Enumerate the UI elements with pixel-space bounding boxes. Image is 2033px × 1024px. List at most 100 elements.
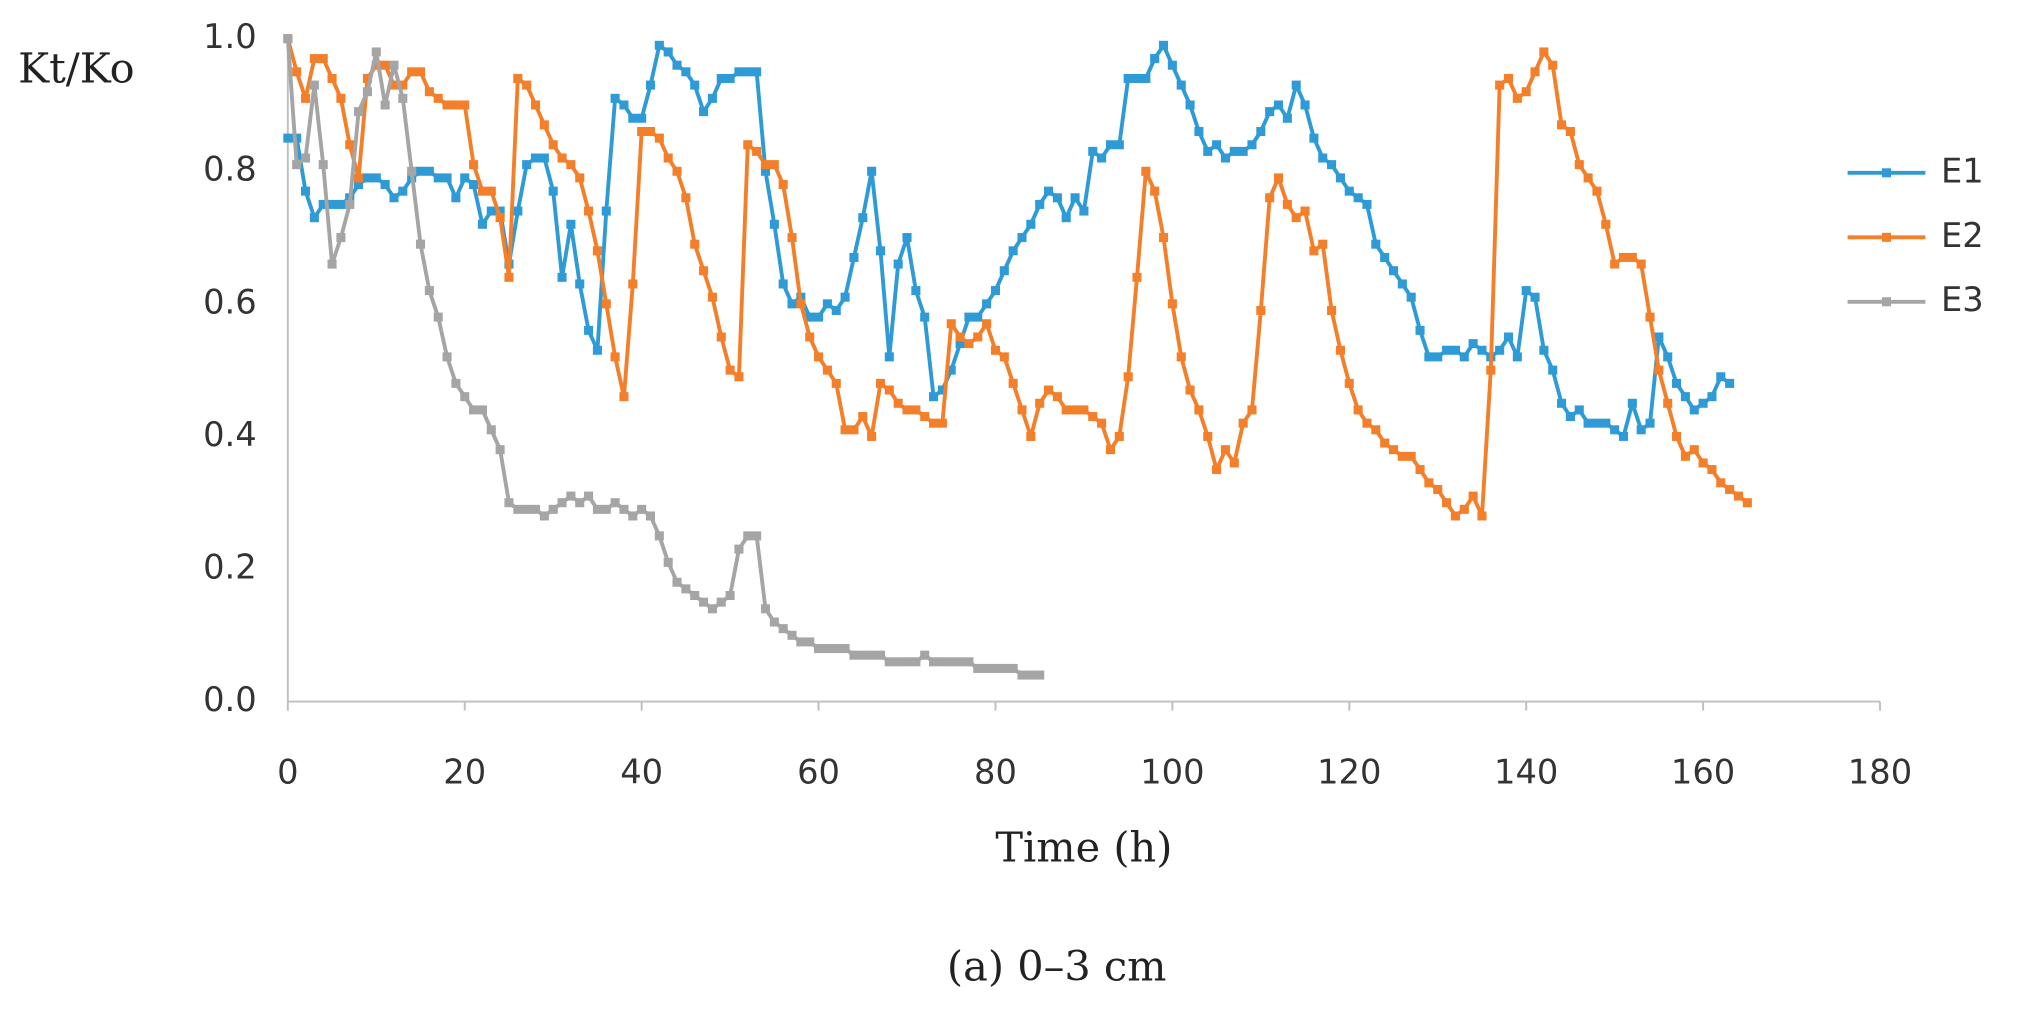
- point-marker: [424, 286, 434, 296]
- point-marker: [530, 100, 541, 110]
- point-marker: [760, 604, 771, 614]
- point-marker: [557, 153, 567, 163]
- point-marker: [389, 60, 399, 70]
- point-marker: [743, 531, 753, 541]
- y-tick-label: 0.4: [203, 415, 257, 454]
- point-marker: [637, 113, 647, 123]
- point-marker: [1442, 498, 1452, 508]
- point-marker: [743, 140, 753, 150]
- point-marker: [875, 246, 886, 256]
- point-marker: [1512, 352, 1522, 362]
- point-marker: [1061, 405, 1071, 415]
- point-marker: [1397, 451, 1407, 461]
- point-marker: [831, 305, 841, 315]
- point-marker: [796, 299, 806, 309]
- point-marker: [1477, 511, 1487, 521]
- point-marker: [699, 107, 709, 117]
- point-marker: [787, 233, 797, 243]
- point-marker: [1158, 233, 1169, 243]
- point-marker: [805, 332, 815, 342]
- point-marker: [371, 60, 381, 70]
- point-marker: [1282, 113, 1292, 123]
- point-marker: [911, 405, 921, 415]
- point-marker: [1495, 345, 1505, 355]
- x-tick-label: 180: [1848, 752, 1912, 791]
- point-marker: [1468, 339, 1478, 349]
- point-marker: [424, 166, 434, 176]
- point-marker: [336, 93, 346, 103]
- point-marker: [1309, 246, 1319, 256]
- point-marker: [1530, 67, 1540, 77]
- point-marker: [619, 504, 629, 514]
- point-marker: [309, 213, 319, 223]
- point-marker: [920, 412, 930, 422]
- point-marker: [300, 93, 311, 103]
- point-marker: [1052, 193, 1062, 203]
- point-marker: [1256, 126, 1266, 137]
- point-marker: [1176, 80, 1186, 90]
- point-marker: [1185, 385, 1195, 395]
- point-marker: [1672, 431, 1682, 441]
- point-marker: [867, 431, 877, 441]
- point-marker: [327, 73, 337, 83]
- point-marker: [1601, 219, 1611, 229]
- point-marker: [1088, 146, 1098, 156]
- point-marker: [469, 405, 479, 415]
- point-marker: [1636, 425, 1646, 435]
- point-marker: [937, 385, 947, 395]
- x-tick-label: 40: [620, 752, 663, 791]
- point-marker: [283, 133, 293, 143]
- point-marker: [875, 650, 886, 660]
- point-marker: [495, 445, 505, 455]
- point-marker: [973, 332, 983, 342]
- point-marker: [1424, 478, 1434, 488]
- point-marker: [469, 160, 479, 170]
- point-marker: [822, 644, 832, 654]
- y-tick-label: 0.8: [203, 150, 257, 189]
- point-marker: [725, 591, 735, 601]
- point-marker: [1238, 146, 1248, 156]
- point-marker: [875, 378, 886, 388]
- point-marker: [504, 272, 514, 282]
- point-marker: [849, 252, 859, 262]
- point-marker: [752, 146, 762, 156]
- point-marker: [1291, 213, 1301, 223]
- point-marker: [1380, 438, 1390, 448]
- point-marker: [1742, 498, 1752, 508]
- point-marker: [867, 166, 877, 176]
- point-marker: [1610, 259, 1620, 269]
- point-marker: [1574, 405, 1584, 415]
- point-marker: [619, 100, 629, 110]
- point-marker: [1203, 431, 1213, 441]
- point-marker: [893, 657, 903, 667]
- point-marker: [1070, 193, 1080, 203]
- point-marker: [946, 365, 956, 375]
- point-marker: [1238, 418, 1248, 428]
- point-marker: [734, 544, 744, 554]
- point-marker: [769, 219, 779, 229]
- point-marker: [318, 199, 328, 209]
- point-marker: [1265, 107, 1275, 117]
- point-marker: [592, 504, 602, 514]
- point-marker: [451, 193, 461, 203]
- point-marker: [539, 120, 549, 130]
- point-marker: [1574, 160, 1584, 170]
- point-marker: [911, 657, 921, 667]
- point-marker: [1627, 398, 1637, 408]
- point-marker: [1344, 186, 1354, 196]
- point-marker: [1618, 431, 1629, 441]
- point-marker: [530, 504, 541, 514]
- point-marker: [477, 186, 487, 196]
- point-marker: [672, 166, 682, 176]
- point-marker: [1220, 445, 1230, 455]
- point-marker: [1229, 146, 1239, 156]
- point-marker: [1300, 206, 1310, 216]
- point-marker: [398, 93, 408, 103]
- point-marker: [955, 339, 965, 349]
- point-marker: [433, 93, 443, 103]
- point-marker: [1017, 233, 1027, 243]
- point-marker: [601, 206, 611, 216]
- point-marker: [1300, 100, 1310, 110]
- point-marker: [1539, 47, 1549, 57]
- point-marker: [1548, 365, 1558, 375]
